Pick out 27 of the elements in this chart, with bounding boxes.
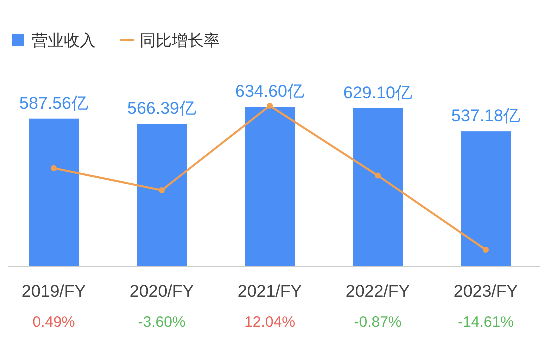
- data-label: 634.60亿: [236, 82, 304, 101]
- point: [267, 103, 273, 109]
- x-tick-label: 2022/FY: [346, 282, 410, 301]
- bar: [29, 118, 79, 267]
- data-label: -0.87%: [354, 314, 402, 331]
- legend-label: 同比增长率: [140, 32, 220, 50]
- x-tick-label: 2021/FY: [238, 282, 302, 301]
- data-label: 12.04%: [244, 314, 296, 331]
- x-tick-label: 2020/FY: [130, 282, 194, 301]
- data-label: 537.18亿: [452, 106, 520, 126]
- legend-label: 营业收入: [32, 32, 96, 50]
- bar: [353, 108, 403, 267]
- point: [51, 165, 57, 172]
- bar: [137, 124, 187, 267]
- point: [375, 172, 381, 179]
- x-tick-label: 2019/FY: [22, 282, 86, 301]
- bar: [245, 107, 295, 267]
- bar: [461, 132, 511, 267]
- data-label: 629.10亿: [344, 83, 412, 102]
- data-label: 0.49%: [32, 314, 76, 331]
- x-tick-label: 2023/FY: [454, 282, 518, 301]
- point: [159, 188, 165, 194]
- data-label: -3.60%: [138, 314, 186, 331]
- data-label: 566.39亿: [128, 99, 196, 118]
- data-label: -14.61%: [458, 314, 514, 331]
- point: [483, 247, 489, 253]
- data-label: 587.56亿: [20, 94, 88, 113]
